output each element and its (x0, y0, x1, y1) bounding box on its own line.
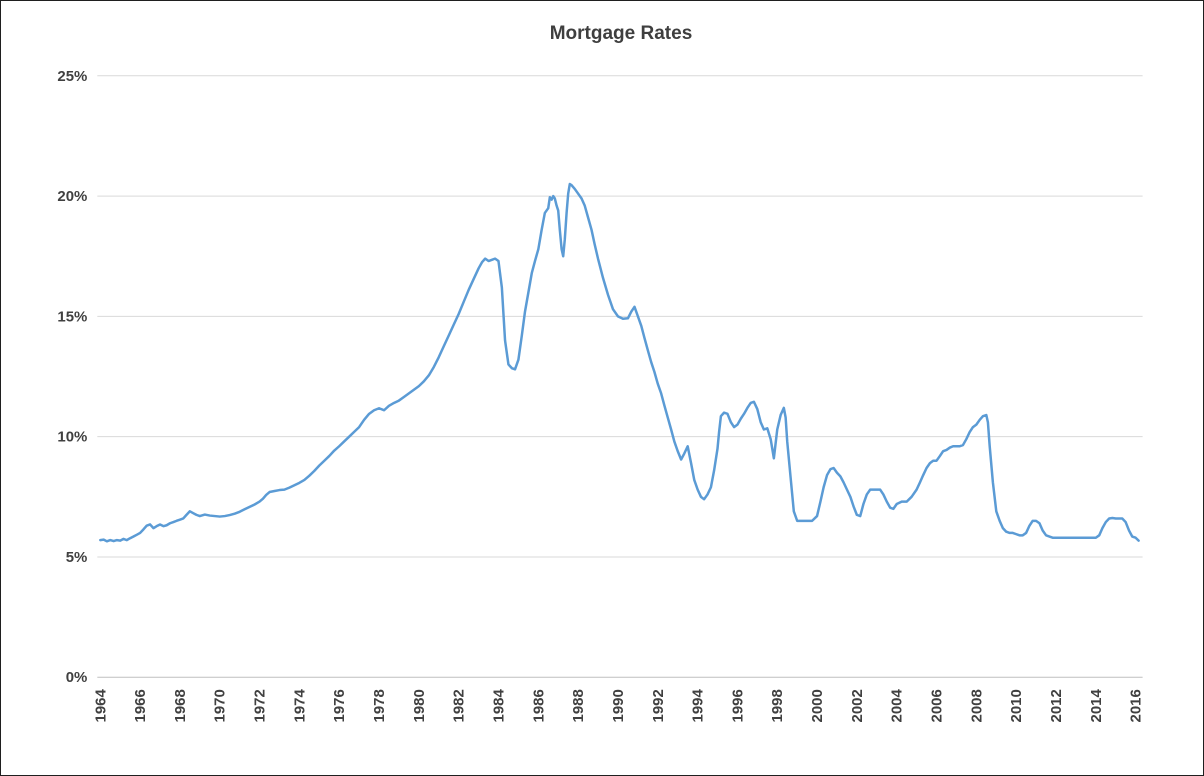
y-axis-label: 15% (57, 308, 87, 325)
x-axis-label: 1982 (451, 689, 468, 722)
x-axis-label: 2002 (849, 689, 866, 722)
x-axis-label: 1992 (650, 689, 667, 722)
y-axis-label: 0% (66, 669, 88, 686)
x-axis-label: 1984 (490, 689, 507, 723)
x-axis-label: 1986 (530, 689, 547, 722)
x-axis-label: 2008 (968, 689, 985, 722)
x-axis-label: 1976 (331, 689, 348, 722)
x-axis-label: 1972 (252, 689, 269, 722)
x-axis-label: 1980 (411, 689, 428, 722)
x-axis-label: 1970 (212, 689, 229, 722)
x-axis-label: 2016 (1128, 689, 1145, 722)
y-axis-label: 25% (57, 68, 87, 85)
x-axis-label: 2014 (1088, 689, 1105, 723)
x-axis-label: 1998 (769, 689, 786, 722)
y-axis-label: 20% (57, 188, 87, 205)
x-axis-label: 2012 (1048, 689, 1065, 722)
x-axis-label: 1988 (570, 689, 587, 722)
x-axis-label: 1978 (371, 689, 388, 722)
y-axis-label: 10% (57, 429, 87, 446)
x-axis-label: 2000 (809, 689, 826, 722)
x-axis-label: 2004 (889, 689, 906, 723)
x-axis-label: 1974 (291, 689, 308, 723)
y-axis-label: 5% (66, 549, 88, 566)
x-axis-label: 1966 (132, 689, 149, 722)
x-axis-label: 1968 (172, 689, 189, 722)
x-axis-label: 1996 (729, 689, 746, 722)
x-axis-label: 1994 (690, 689, 707, 723)
chart-title: Mortgage Rates (549, 23, 693, 44)
x-axis-label: 1990 (610, 689, 627, 722)
x-axis-label: 1964 (92, 689, 109, 723)
mortgage-rate-line (99, 182, 1140, 543)
x-axis-label: 2010 (1008, 689, 1025, 722)
x-axis-label: 2006 (929, 689, 946, 722)
